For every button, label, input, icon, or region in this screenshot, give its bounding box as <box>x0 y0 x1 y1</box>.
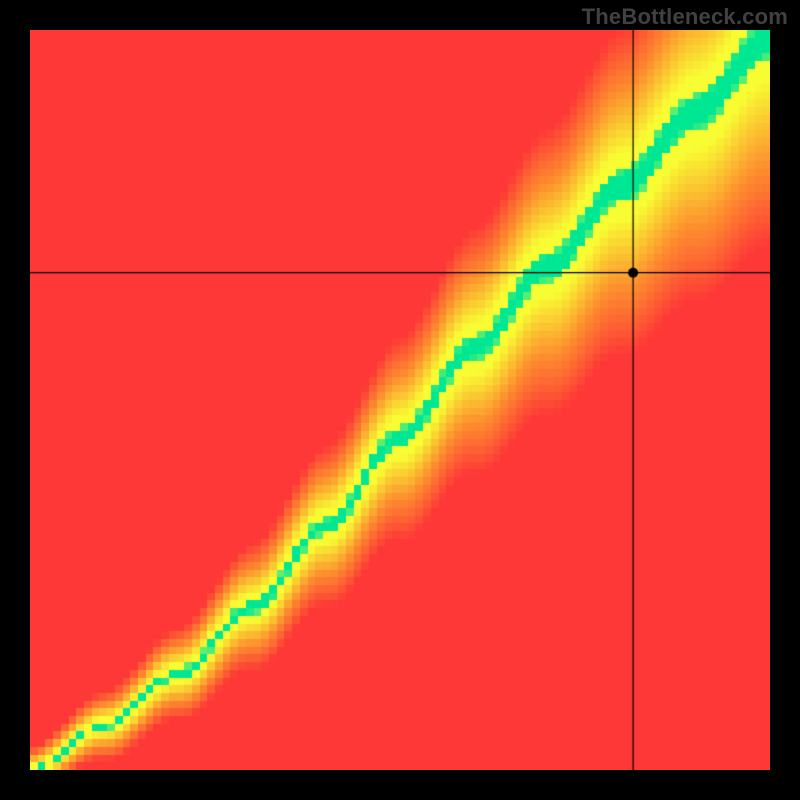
heatmap-plot <box>30 30 770 770</box>
watermark-text: TheBottleneck.com <box>582 4 788 30</box>
